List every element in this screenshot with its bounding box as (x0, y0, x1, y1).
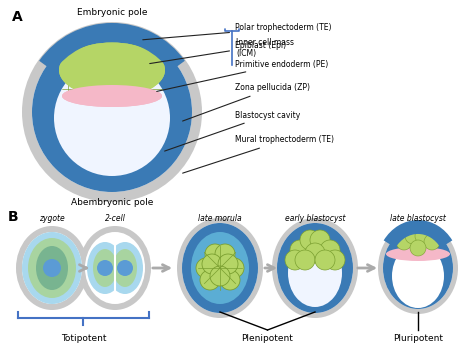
Ellipse shape (22, 232, 82, 304)
Circle shape (290, 240, 310, 260)
Text: B: B (8, 210, 18, 224)
Circle shape (300, 230, 320, 250)
Text: Embryonic pole: Embryonic pole (77, 8, 147, 17)
Circle shape (202, 254, 222, 274)
Text: zygote: zygote (39, 214, 65, 223)
Ellipse shape (272, 218, 358, 318)
Ellipse shape (16, 226, 88, 310)
Circle shape (320, 240, 340, 260)
Ellipse shape (28, 238, 76, 298)
Circle shape (295, 250, 315, 270)
Ellipse shape (79, 226, 151, 310)
Ellipse shape (182, 223, 258, 313)
Circle shape (396, 234, 412, 250)
Text: A: A (12, 10, 23, 24)
Circle shape (210, 266, 230, 286)
Ellipse shape (36, 246, 68, 290)
Circle shape (405, 228, 421, 244)
Text: early blastocyst: early blastocyst (285, 214, 345, 223)
Text: late morula: late morula (198, 214, 242, 223)
Circle shape (210, 258, 230, 278)
Circle shape (410, 240, 426, 256)
Text: Plenipotent: Plenipotent (242, 334, 293, 343)
Circle shape (310, 230, 330, 250)
Circle shape (415, 228, 431, 244)
Circle shape (224, 258, 244, 278)
Ellipse shape (93, 249, 117, 287)
Circle shape (285, 250, 305, 270)
Circle shape (32, 32, 192, 192)
Circle shape (200, 270, 220, 290)
Ellipse shape (87, 242, 123, 294)
Ellipse shape (378, 222, 458, 314)
Circle shape (43, 259, 61, 277)
Circle shape (97, 260, 113, 276)
Circle shape (54, 60, 170, 176)
Ellipse shape (59, 42, 165, 97)
Circle shape (325, 250, 345, 270)
Ellipse shape (107, 242, 143, 294)
Ellipse shape (383, 227, 453, 309)
Text: 2-cell: 2-cell (105, 214, 126, 223)
Ellipse shape (392, 244, 444, 308)
Circle shape (22, 22, 202, 202)
Ellipse shape (85, 232, 145, 304)
Text: Abembryonic pole: Abembryonic pole (71, 198, 153, 207)
Ellipse shape (22, 232, 82, 304)
Ellipse shape (191, 232, 249, 304)
Ellipse shape (277, 223, 353, 313)
Circle shape (32, 32, 192, 192)
Circle shape (220, 270, 240, 290)
Ellipse shape (277, 223, 353, 313)
Ellipse shape (59, 42, 165, 97)
Text: Blastocyst cavity: Blastocyst cavity (164, 110, 300, 151)
Circle shape (218, 254, 238, 274)
Ellipse shape (62, 85, 162, 107)
Text: Pluripotent: Pluripotent (393, 334, 443, 343)
Circle shape (117, 260, 133, 276)
Text: Zona pellucida (ZP): Zona pellucida (ZP) (182, 84, 310, 121)
Text: Primitive endoderm (PE): Primitive endoderm (PE) (157, 59, 328, 91)
Text: Polar trophectoderm (TE): Polar trophectoderm (TE) (143, 24, 331, 40)
Ellipse shape (62, 85, 162, 107)
Text: Totipotent: Totipotent (61, 334, 106, 343)
Text: Inner cell mass
(ICM): Inner cell mass (ICM) (236, 38, 294, 58)
Ellipse shape (182, 223, 258, 313)
Text: late blastocyst: late blastocyst (390, 214, 446, 223)
Ellipse shape (113, 249, 137, 287)
Ellipse shape (386, 247, 450, 261)
Text: Epiblast (Epi): Epiblast (Epi) (150, 42, 286, 64)
Circle shape (305, 243, 325, 263)
Circle shape (424, 234, 440, 250)
Ellipse shape (383, 227, 453, 309)
Circle shape (205, 244, 225, 264)
Text: Mural trophectoderm (TE): Mural trophectoderm (TE) (182, 135, 334, 173)
Ellipse shape (177, 218, 263, 318)
Circle shape (196, 258, 216, 278)
Circle shape (215, 244, 235, 264)
Ellipse shape (288, 239, 342, 307)
Circle shape (315, 250, 335, 270)
